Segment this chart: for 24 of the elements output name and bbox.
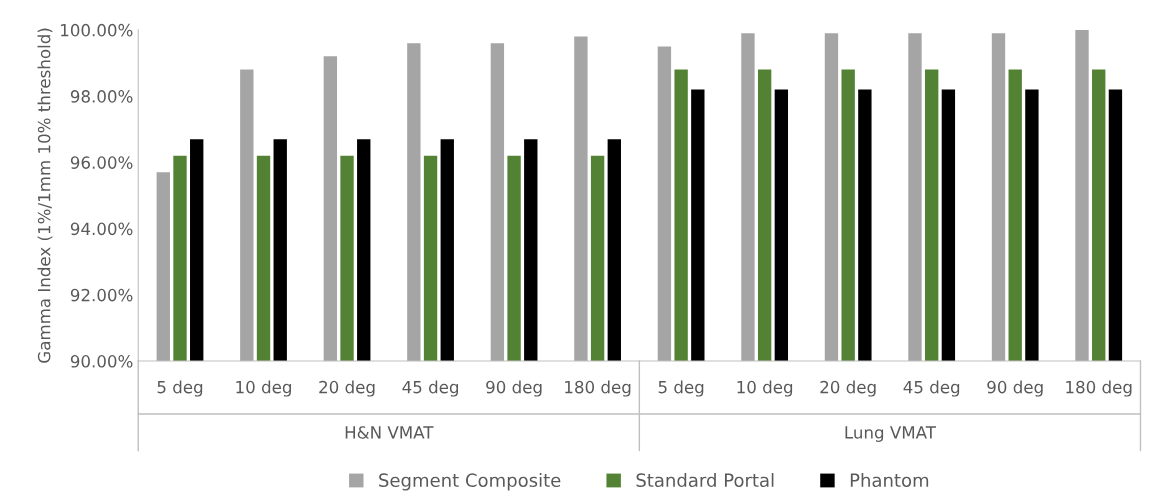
x-tick-label: 90 deg <box>486 380 542 397</box>
x-tick-label: 5 deg <box>157 380 203 397</box>
text: H&N VMAT <box>345 426 434 439</box>
y-tick-label: 90.00% <box>70 355 133 368</box>
y-tick-label: 96.00% <box>70 156 133 169</box>
x-tick-label: 20 deg <box>319 380 375 397</box>
x-tick-label: 45 deg <box>903 380 960 397</box>
y-tick-label: 94.00% <box>70 222 133 236</box>
y-tick-label: 98.00% <box>70 90 133 103</box>
x-tick-label: 90 deg <box>987 380 1043 397</box>
x-tick-label: 45 deg <box>402 380 458 397</box>
x-tick-label: 180 deg <box>1066 380 1132 397</box>
x-tick-label: 20 deg <box>820 380 876 397</box>
legend-label: Phantom <box>850 473 929 488</box>
y-tick-label: 100.00% <box>61 23 133 37</box>
y-axis-title: Gamma Index (1%/1mm 10% threshold) <box>37 28 53 363</box>
legend-label: Standard Portal <box>636 473 774 488</box>
x-tick-label: 10 deg <box>737 380 793 397</box>
legend-label: Segment Composite <box>379 473 561 491</box>
y-tick-label: 92.00% <box>70 288 133 302</box>
x-tick-label: 10 deg <box>236 380 291 397</box>
text: Lung VMAT <box>845 426 936 442</box>
x-tick-label: 180 deg <box>565 380 631 397</box>
x-tick-label: 5 deg <box>658 380 704 397</box>
